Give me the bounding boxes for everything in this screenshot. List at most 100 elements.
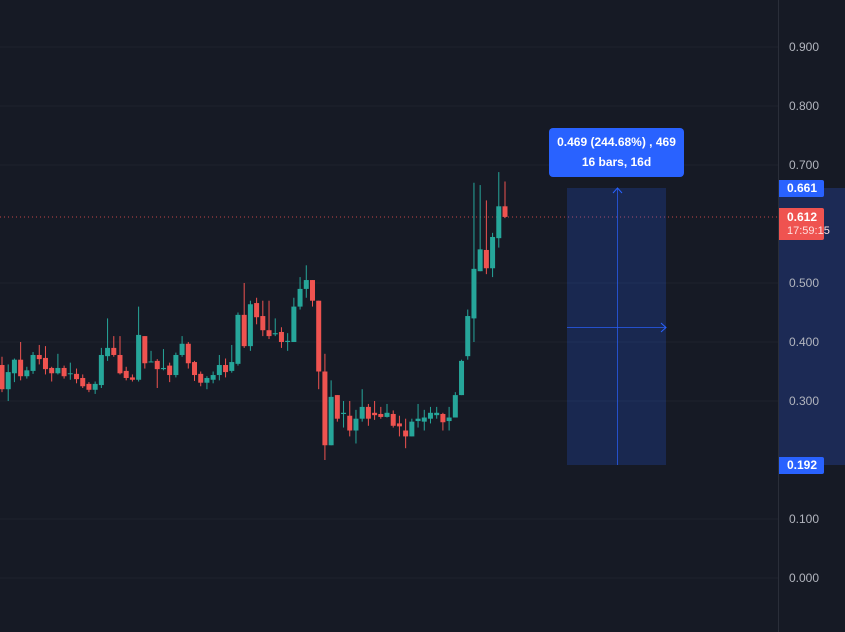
candle [421, 409, 427, 431]
candle [74, 368, 80, 384]
last-price-tag: 0.612 17:59:15 [779, 208, 830, 240]
candle-body [316, 300, 322, 372]
candle [216, 354, 222, 381]
candle [210, 371, 216, 384]
price-tick-label: 0.400 [789, 335, 819, 349]
candle-body [30, 354, 36, 371]
candle [235, 312, 241, 366]
candle [297, 277, 303, 310]
candle-body [285, 340, 291, 342]
candle-body [415, 418, 421, 422]
candle-body [440, 413, 446, 423]
candle-body [490, 236, 496, 269]
candle [192, 360, 198, 381]
candle-body [148, 361, 154, 363]
candle [160, 349, 166, 371]
candle-body [272, 333, 278, 335]
candle [0, 356, 5, 393]
candle-body [446, 417, 452, 422]
candle [36, 344, 42, 365]
candle [154, 359, 160, 389]
price-tick-label: 0.800 [789, 99, 819, 113]
candle-body [192, 362, 198, 376]
candle-body [347, 415, 353, 431]
candle [42, 346, 48, 375]
candle [241, 283, 247, 348]
candle-body [365, 406, 371, 419]
candle-body [322, 371, 328, 446]
candle [49, 366, 55, 382]
candle [92, 381, 98, 394]
candle [30, 352, 36, 374]
candle [61, 365, 67, 379]
candle [347, 401, 353, 437]
candle-body [334, 395, 340, 419]
candle [86, 382, 92, 393]
candle [471, 182, 477, 342]
candle [136, 306, 142, 382]
price-tick-label: 0.000 [789, 571, 819, 585]
candle-body [74, 373, 80, 380]
candle [105, 318, 111, 361]
measure-box[interactable] [567, 188, 666, 465]
candle [278, 327, 284, 348]
candle-body [55, 367, 61, 374]
arrow-right-icon [660, 322, 667, 333]
price-tick-label: 0.500 [789, 276, 819, 290]
candle [247, 300, 253, 351]
candle [328, 380, 334, 446]
candle-body [0, 365, 5, 390]
candle [5, 364, 11, 401]
candle [260, 300, 266, 337]
measure-top-price-tag: 0.661 [779, 180, 824, 197]
candle-body [98, 354, 104, 386]
candle [229, 344, 235, 373]
candle-body [42, 357, 48, 370]
candle [285, 333, 291, 351]
candle-body [291, 306, 297, 342]
candle [322, 353, 328, 460]
price-range-measure[interactable] [567, 187, 667, 465]
candle [148, 350, 154, 363]
candle [353, 409, 359, 444]
candle [396, 415, 402, 437]
candle-body [372, 412, 378, 416]
candle-body [403, 430, 409, 437]
candle-body [309, 280, 315, 301]
candle-body [67, 373, 73, 375]
candle-body [49, 367, 55, 374]
candle-body [452, 395, 458, 418]
candle-body [18, 359, 24, 377]
candle [198, 371, 204, 387]
candle [502, 181, 508, 219]
candle [173, 352, 179, 378]
candle-body [92, 383, 98, 390]
candle-body [167, 365, 173, 376]
candle [378, 406, 384, 419]
candle-body [390, 413, 396, 426]
candle-body [328, 396, 334, 446]
candle [434, 406, 440, 419]
candle-body [459, 360, 465, 396]
candle [291, 297, 297, 342]
candle [459, 359, 465, 396]
candle [309, 280, 315, 307]
candle [359, 389, 365, 422]
arrow-up-icon [612, 187, 623, 194]
grid [0, 46, 778, 579]
candle-body [384, 412, 390, 417]
candle [365, 403, 371, 426]
candle [316, 300, 322, 390]
candle [477, 185, 483, 272]
candle-body [204, 377, 210, 383]
candle [452, 392, 458, 418]
candle [490, 232, 496, 278]
candle-body [241, 314, 247, 347]
candle-body [185, 343, 191, 364]
candle [440, 412, 446, 431]
candle-body [235, 314, 241, 364]
candle [123, 366, 129, 381]
candle-body [105, 347, 111, 357]
candle [55, 353, 61, 375]
